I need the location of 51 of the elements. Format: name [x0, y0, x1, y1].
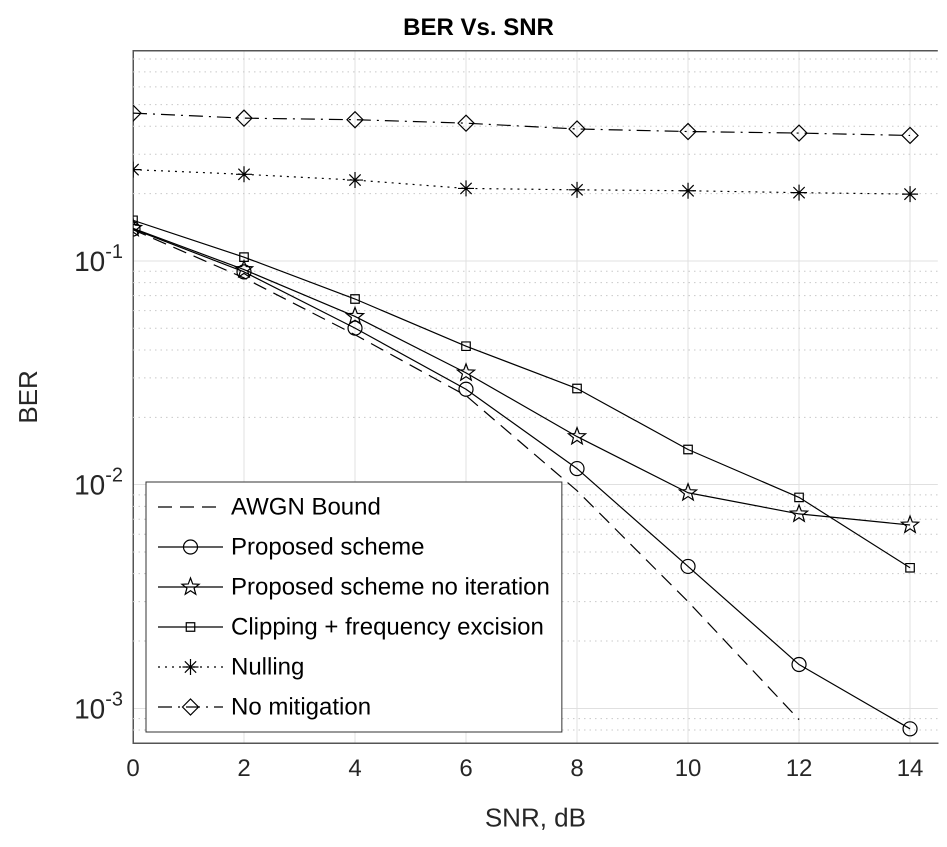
- x-axis-title: SNR, dB: [484, 802, 586, 833]
- y-axis-title: BER: [12, 370, 43, 424]
- point: [350, 294, 360, 304]
- point: [900, 515, 920, 533]
- point: [901, 186, 919, 203]
- point: [458, 382, 474, 397]
- legend-label: Proposed scheme no iteration: [231, 574, 550, 601]
- point: [346, 306, 364, 324]
- x-tick-label: 6: [459, 755, 473, 782]
- point: [568, 120, 586, 138]
- point: [568, 181, 586, 198]
- point: [572, 384, 582, 394]
- point: [679, 182, 697, 200]
- point: [790, 504, 808, 522]
- point: [901, 126, 919, 144]
- point: [235, 166, 253, 183]
- point: [679, 122, 697, 140]
- legend-label: Nulling: [231, 654, 304, 681]
- point: [461, 341, 471, 352]
- point: [457, 180, 475, 198]
- point: [790, 124, 808, 142]
- point: [683, 444, 693, 454]
- x-tick-label: 14: [896, 755, 924, 782]
- legend-label: No mitigation: [231, 694, 372, 721]
- point: [347, 320, 363, 336]
- x-tick-label: 10: [674, 755, 702, 782]
- legend-label: Clipping + frequency excision: [231, 614, 544, 641]
- point: [905, 562, 915, 573]
- point: [235, 110, 253, 127]
- point: [346, 171, 364, 189]
- point: [346, 111, 364, 128]
- point: [239, 252, 249, 262]
- point: [790, 184, 808, 202]
- x-tick-label: 0: [126, 755, 140, 782]
- x-tick-label: 8: [570, 755, 584, 782]
- point: [680, 558, 696, 574]
- point: [794, 492, 804, 502]
- point: [456, 363, 476, 381]
- point: [568, 427, 586, 444]
- x-tick-label: 4: [348, 755, 362, 782]
- point: [902, 721, 918, 736]
- x-tick-label: 12: [786, 755, 812, 782]
- x-tick-label: 2: [237, 755, 251, 782]
- chart-title: BER Vs. SNR: [403, 14, 554, 42]
- legend-label: Proposed scheme: [231, 534, 424, 561]
- point: [457, 114, 475, 132]
- point: [678, 483, 698, 501]
- point: [791, 656, 807, 672]
- legend-label: AWGN Bound: [231, 494, 381, 521]
- point: [569, 460, 585, 476]
- point: [234, 260, 254, 278]
